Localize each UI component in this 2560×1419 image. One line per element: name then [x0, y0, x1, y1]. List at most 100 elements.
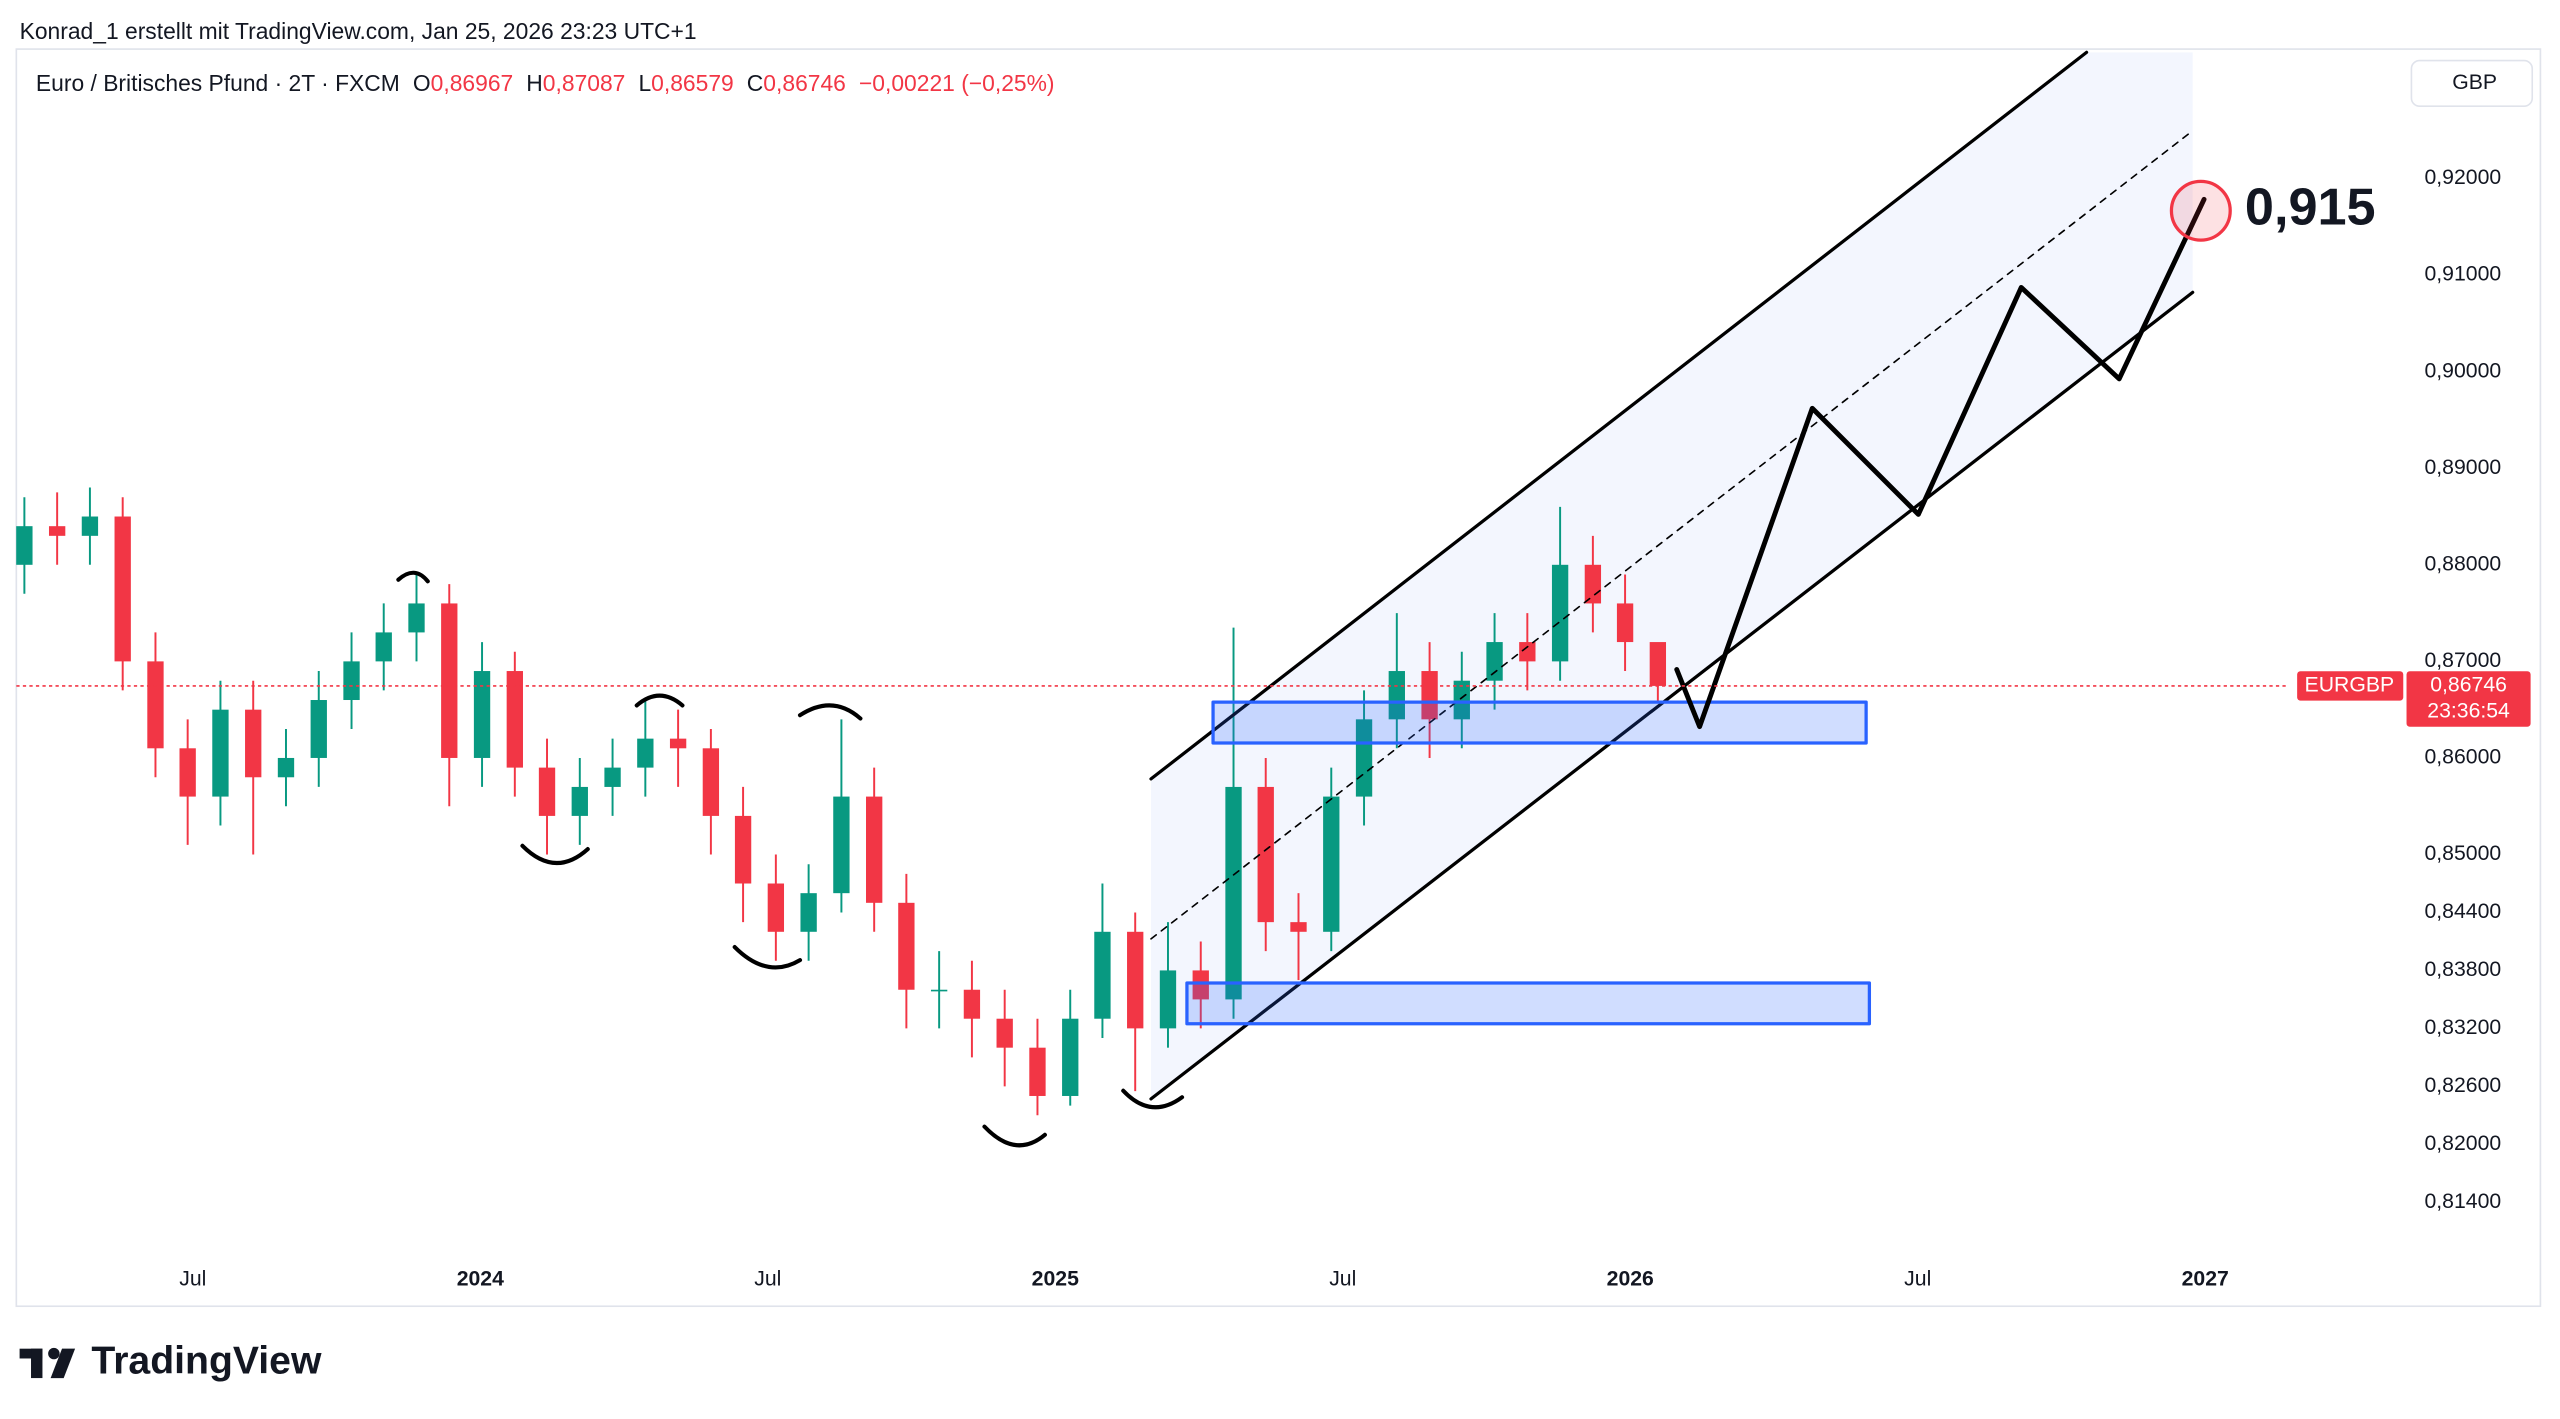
y-tick-label: 0,83800 [2424, 958, 2501, 981]
candle-body [833, 796, 850, 894]
candle-body [734, 815, 752, 884]
x-tick-label: Jul [1329, 1268, 1356, 1291]
drawings [396, 50, 2232, 1148]
legend: Euro / Britisches Pfund · 2T · FXCM O0,86… [36, 70, 1055, 96]
high-label: H [526, 70, 543, 96]
sketch-arc [520, 843, 590, 866]
symbol-tag-label: EURGBP [2305, 674, 2395, 697]
low-value: 0,86579 [651, 70, 734, 96]
currency[interactable]: GBP [2452, 71, 2497, 94]
y-tick-label: 0,83200 [2424, 1016, 2501, 1039]
y-tick-label: 0,82000 [2424, 1132, 2501, 1155]
price-tag-label: 0,86746 [2430, 674, 2507, 697]
candle-body [866, 796, 883, 903]
candle-body [1094, 931, 1111, 1019]
y-tick-label: 0,81400 [2424, 1190, 2501, 1213]
candle-body [1290, 922, 1307, 932]
candle-body [310, 700, 327, 758]
candle-body [1062, 1018, 1079, 1096]
candle-body [767, 883, 785, 932]
countdown-label: 23:36:54 [2427, 700, 2510, 723]
candle-body [1192, 970, 1209, 1000]
change: −0,00221 (−0,25%) [859, 70, 1055, 96]
zone [1211, 700, 1868, 745]
sketch-arc [732, 945, 803, 970]
x-tick-label: 2025 [1032, 1268, 1079, 1291]
candle-body [800, 893, 817, 932]
chart-frame [15, 48, 2542, 1308]
y-tick-label: 0,84400 [2424, 900, 2501, 923]
candle-body [1486, 642, 1503, 681]
y-tick-label: 0,89000 [2424, 456, 2501, 479]
candle-body [1225, 786, 1242, 1000]
currency-button[interactable] [2410, 59, 2534, 108]
x-tick-label: Jul [754, 1268, 781, 1291]
candle-body [571, 786, 588, 816]
candle-body [16, 526, 33, 565]
candle-body [1616, 603, 1634, 643]
brand: TradingView [19, 1340, 322, 1383]
candle-body [441, 603, 458, 758]
zone [1185, 981, 1872, 1026]
target-label: 0,915 [2245, 179, 2376, 237]
y-tick-label: 0,86000 [2424, 746, 2501, 769]
symbol: Euro / Britisches Pfund · 2T · FXCM [36, 70, 400, 96]
candle-body [538, 767, 556, 816]
projection-path [1674, 196, 2207, 730]
x-tick-label: 2026 [1607, 1268, 1654, 1291]
candle-body [277, 757, 295, 778]
plot-area [16, 52, 2193, 1116]
candle-body [1159, 970, 1177, 1029]
y-tick-label: 0,82600 [2424, 1074, 2501, 1097]
y-tick-label: 0,90000 [2424, 359, 2501, 382]
close-value: 0,86746 [763, 70, 846, 96]
y-tick-label: 0,85000 [2424, 842, 2501, 865]
candle-body [147, 661, 164, 749]
channel-fill [1151, 52, 2193, 1099]
sketch-arc [982, 1124, 1047, 1148]
candle-body [637, 738, 654, 768]
sketch-arc [396, 570, 430, 584]
candle-body [1421, 671, 1438, 720]
sketch-arc [634, 693, 685, 708]
candle-body [1519, 642, 1536, 662]
target-marker [2169, 179, 2232, 242]
x-tick-label: 2024 [457, 1268, 504, 1291]
byline: Konrad_1 erstellt mit TradingView.com, J… [20, 18, 697, 44]
candle-body [963, 989, 981, 1019]
symbol-tag [2297, 671, 2404, 701]
candle-body [506, 671, 523, 768]
price-tag [2406, 671, 2531, 727]
x-tick-label: 2027 [2182, 1268, 2229, 1291]
logo-part [31, 1348, 43, 1379]
sketch-arc [1121, 1088, 1185, 1110]
channel-lower [1149, 290, 2195, 1101]
candle-body [408, 603, 425, 633]
candle-body [343, 661, 360, 701]
sketch-arc [797, 703, 863, 721]
channel-upper [1149, 50, 2089, 781]
candle-body [669, 738, 687, 749]
candle-body [114, 516, 131, 662]
candle-body [473, 671, 491, 758]
y-tick-label: 0,91000 [2424, 263, 2501, 286]
candle-body [1127, 931, 1144, 1029]
candle-body [212, 709, 229, 797]
candle-body [1584, 564, 1602, 604]
candle-body [702, 748, 720, 816]
candle-body [48, 526, 66, 536]
logo-part [48, 1347, 60, 1360]
candle-body [1388, 671, 1405, 720]
candle-body [996, 1018, 1013, 1048]
candle-body [898, 902, 915, 990]
candle-body [1029, 1047, 1046, 1096]
open-value: 0,86967 [431, 70, 514, 96]
close-label: C [747, 70, 764, 96]
y-tick-label: 0,92000 [2424, 166, 2501, 189]
candle-body [1257, 786, 1274, 923]
candle-body [81, 516, 99, 536]
x-tick-label: Jul [1904, 1268, 1931, 1291]
candle-body [1649, 642, 1667, 686]
